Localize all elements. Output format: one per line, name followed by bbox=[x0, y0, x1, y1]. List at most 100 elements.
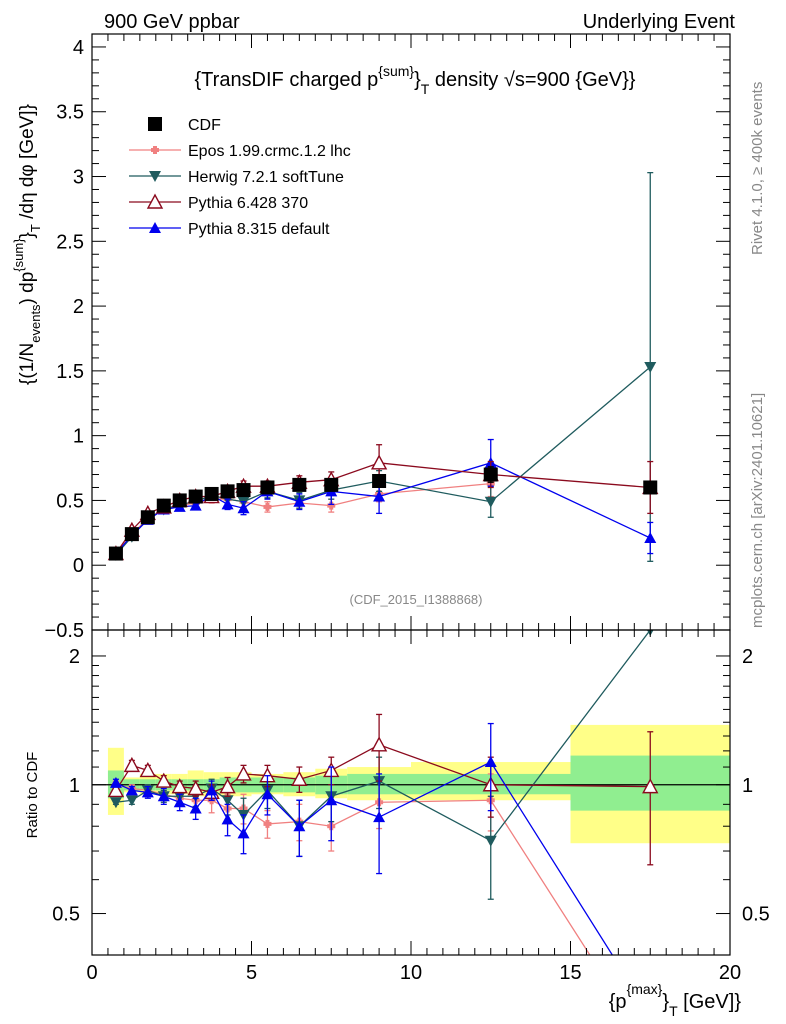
ratio-line-epos-1-99-crmc-1-2-lhc bbox=[115, 784, 591, 955]
main-series-cdf bbox=[108, 466, 658, 561]
main-ytick-label-1: 0 bbox=[73, 555, 84, 577]
mcplots-label: mcplots.cern.ch [arXiv:2401.10621] bbox=[749, 393, 766, 628]
ratio-point-pythia-8-315-default-10 bbox=[293, 820, 306, 832]
main-ytick-label-9: 4 bbox=[73, 37, 84, 59]
xlabel-sup: {max} bbox=[627, 981, 663, 997]
main-point-pythia-8-315-default-12 bbox=[373, 490, 386, 502]
main-point-herwig-7-2-1-softtune-14 bbox=[644, 361, 657, 373]
main-ytick-label-4: 1.5 bbox=[56, 361, 84, 383]
xlabel-a: {p bbox=[609, 991, 627, 1013]
main-point-pythia-8-315-default-14 bbox=[644, 532, 657, 544]
main-point-cdf-2 bbox=[140, 510, 155, 525]
ratio-point-herwig-7-2-1-softtune-0 bbox=[109, 797, 122, 809]
ratio-ylabel: Ratio to CDF bbox=[24, 752, 41, 839]
xlabel-b: } bbox=[662, 991, 669, 1013]
ratio-point-pythia-8-315-default-2 bbox=[141, 786, 154, 798]
header-left: 900 GeV ppbar bbox=[104, 11, 240, 33]
main-line-epos-1-99-crmc-1-2-lhc bbox=[115, 482, 491, 554]
ratio-point-pythia-6-428-370-7 bbox=[219, 778, 236, 794]
main-ylabel-a: {(1/N bbox=[17, 343, 38, 385]
main-ytick-label-0: −0.5 bbox=[45, 620, 84, 642]
main-ylabel-c: } bbox=[17, 232, 38, 238]
ratio-point-pythia-8-315-default-8 bbox=[237, 827, 250, 839]
chart-title-c: density √s=900 {GeV}} bbox=[429, 69, 635, 91]
main-point-cdf-13 bbox=[483, 467, 498, 482]
xlabel-sub: T bbox=[669, 1003, 678, 1019]
xtick-label-0: 0 bbox=[86, 962, 97, 984]
header-right: Underlying Event bbox=[583, 11, 736, 33]
legend-marker-epos-1-99-crmc-1-2-lhc bbox=[151, 146, 159, 154]
main-point-pythia-8-315-default-8 bbox=[237, 502, 250, 514]
ratio-point-pythia-8-315-default-11 bbox=[325, 794, 338, 806]
main-ytick-label-6: 2.5 bbox=[56, 231, 84, 253]
ratio-ytick-label-left-2: 2 bbox=[69, 646, 80, 668]
xlabel: {p{max}}T [GeV]} bbox=[609, 981, 742, 1019]
ratio-point-pythia-6-428-370-14 bbox=[642, 778, 659, 794]
legend-label-pythia-6-428-370: Pythia 6.428 370 bbox=[188, 195, 308, 212]
axes-layer: −0.5 0 0.5 1 1.5 2 2.5 3 3.5 4 0 5 10 15 20 0.5 0.5 1 1 2 2 bbox=[45, 33, 770, 984]
main-point-cdf-0 bbox=[108, 546, 123, 561]
ratio-point-pythia-6-428-370-10 bbox=[291, 770, 308, 786]
legend-item-herwig-7-2-1-softtune: Herwig 7.2.1 softTune bbox=[129, 169, 344, 186]
ratio-uncertainty-bands bbox=[92, 724, 730, 844]
ratio-point-pythia-8-315-default-5 bbox=[189, 802, 202, 814]
main-ylabel-sub2: T bbox=[28, 224, 43, 232]
xtick-label-3: 15 bbox=[559, 962, 581, 984]
chart-title: {TransDIF charged p{sum}}T density √s=90… bbox=[195, 63, 636, 97]
ratio-point-pythia-6-428-370-0 bbox=[107, 781, 125, 798]
legend-item-cdf: CDF bbox=[148, 117, 221, 134]
chart-title-a: {TransDIF charged p bbox=[195, 69, 379, 91]
ratio-point-pythia-8-315-default-9 bbox=[261, 788, 274, 800]
main-ylabel-b: ) dp bbox=[17, 272, 38, 305]
ratio-point-pythia-6-428-370-5 bbox=[187, 780, 204, 796]
ratio-point-pythia-6-428-370-3 bbox=[155, 772, 172, 788]
ratio-point-pythia-6-428-370-8 bbox=[235, 765, 252, 781]
main-point-herwig-7-2-1-softtune-13 bbox=[484, 496, 497, 508]
main-line-herwig-7-2-1-softtune bbox=[115, 366, 651, 556]
main-point-pythia-8-315-default-10 bbox=[293, 495, 306, 507]
main-point-cdf-5 bbox=[188, 489, 203, 504]
legend: CDF Epos 1.99.crmc.1.2 lhc Herwig 7.2.1 so… bbox=[129, 117, 351, 238]
main-series-layer bbox=[107, 171, 659, 562]
legend-marker-pythia-6-428-370 bbox=[146, 193, 164, 209]
ratio-point-pythia-8-315-default-1 bbox=[125, 784, 138, 796]
legend-item-pythia-8-315-default: Pythia 8.315 default bbox=[129, 221, 330, 238]
main-point-cdf-1 bbox=[124, 527, 139, 542]
main-point-cdf-6 bbox=[204, 486, 219, 501]
legend-label-pythia-8-315-default: Pythia 8.315 default bbox=[188, 221, 330, 238]
main-point-cdf-7 bbox=[220, 484, 235, 499]
legend-marker-cdf bbox=[148, 117, 162, 131]
chart-title-b: } bbox=[414, 69, 421, 91]
legend-item-epos-1-99-crmc-1-2-lhc: Epos 1.99.crmc.1.2 lhc bbox=[129, 143, 351, 160]
ratio-point-pythia-8-315-default-3 bbox=[157, 790, 170, 802]
main-ylabel: {(1/Nevents) dp{sum}}T /dη dφ [GeV]} bbox=[11, 104, 43, 385]
main-point-cdf-10 bbox=[292, 477, 307, 492]
legend-item-pythia-6-428-370: Pythia 6.428 370 bbox=[129, 193, 308, 212]
legend-label-herwig-7-2-1-softtune: Herwig 7.2.1 softTune bbox=[188, 169, 344, 186]
main-ylabel-sub1: events bbox=[28, 304, 43, 343]
ratio-ytick-label-left-1: 1 bbox=[69, 775, 80, 797]
ratio-series-pythia-8-315-default bbox=[109, 722, 614, 955]
ratio-point-pythia-8-315-default-4 bbox=[173, 796, 186, 808]
ratio-point-herwig-7-2-1-softtune-13 bbox=[484, 835, 497, 847]
legend-marker-herwig-7-2-1-softtune bbox=[149, 171, 161, 182]
ratio-point-epos-1-99-crmc-1-2-lhc-9 bbox=[263, 819, 272, 828]
ratio-ytick-label-right-0: 0.5 bbox=[742, 904, 770, 926]
legend-label-cdf: CDF bbox=[188, 117, 221, 134]
ratio-ytick-label-right-1: 1 bbox=[742, 775, 753, 797]
ratio-point-herwig-7-2-1-softtune-7 bbox=[221, 795, 234, 807]
rivet-label: Rivet 4.1.0, ≥ 400k events bbox=[749, 82, 766, 255]
main-ytick-label-7: 3 bbox=[73, 167, 84, 189]
main-ytick-label-8: 3.5 bbox=[56, 102, 84, 124]
main-ylabel-d: /dη dφ [GeV]} bbox=[17, 104, 38, 224]
ratio-point-pythia-8-315-default-13 bbox=[484, 756, 497, 768]
xtick-label-2: 10 bbox=[400, 962, 422, 984]
chart-title-sub: T bbox=[421, 81, 430, 97]
main-ytick-label-2: 0.5 bbox=[56, 490, 84, 512]
ratio-point-pythia-8-315-default-6 bbox=[205, 784, 218, 796]
ratio-point-herwig-7-2-1-softtune-1 bbox=[125, 795, 138, 807]
main-ytick-label-3: 1 bbox=[73, 426, 84, 448]
ratio-point-pythia-8-315-default-0 bbox=[109, 776, 122, 788]
xlabel-c: [GeV]} bbox=[678, 991, 742, 1013]
